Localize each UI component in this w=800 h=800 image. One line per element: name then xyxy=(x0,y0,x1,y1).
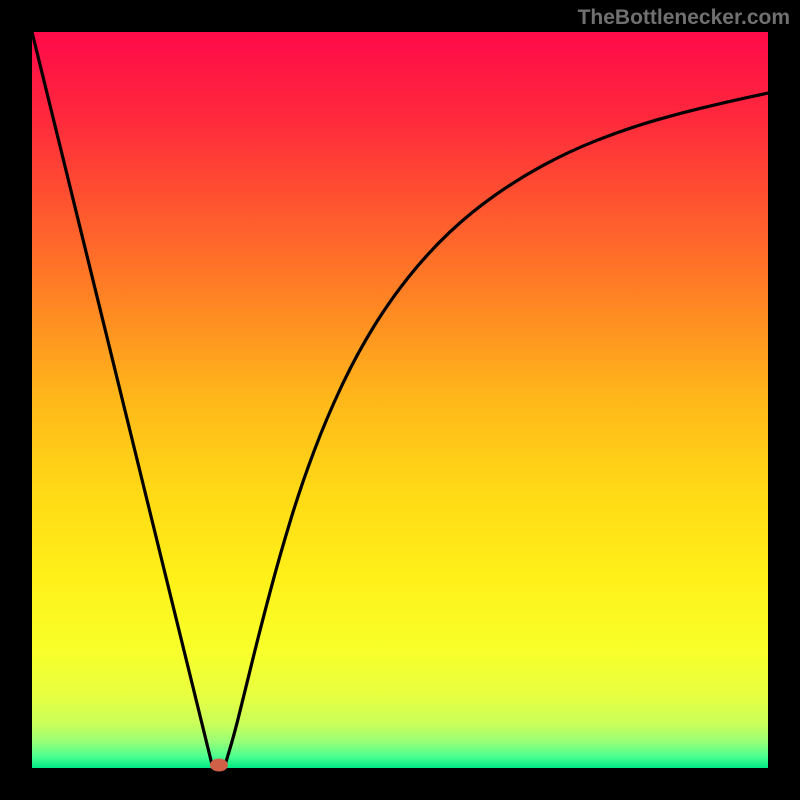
optimal-point-marker xyxy=(210,759,228,772)
bottleneck-chart xyxy=(0,0,800,800)
chart-plot-area xyxy=(32,32,768,768)
watermark-text: TheBottlenecker.com xyxy=(578,6,790,30)
chart-container: { "watermark": { "text": "TheBottlenecke… xyxy=(0,0,800,800)
